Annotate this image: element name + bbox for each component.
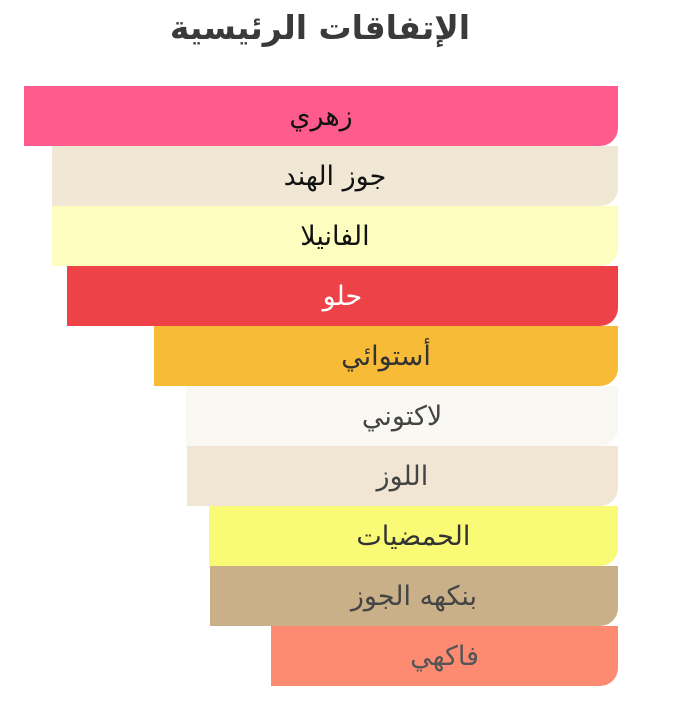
- accord-label: لاكتوني: [361, 400, 443, 432]
- accord-label: فاكهي: [410, 640, 480, 672]
- accord-bar: زهري: [24, 86, 618, 146]
- accord-label: جوز الهند: [283, 160, 387, 192]
- accord-bar: الفانيلا: [51, 206, 618, 266]
- accord-bar: الحمضيات: [208, 506, 618, 566]
- accord-bar: اللوز: [186, 446, 618, 506]
- accord-bar: أستوائي: [154, 326, 618, 386]
- accord-label: أستوائي: [341, 340, 431, 372]
- accord-label: بنكهه الجوز: [350, 580, 478, 612]
- chart-title: الإتفاقات الرئيسية: [169, 8, 471, 47]
- accord-bar: فاكهي: [271, 626, 618, 686]
- accord-label: اللوز: [376, 460, 429, 492]
- accord-label: الفانيلا: [300, 220, 370, 252]
- accord-bar: حلو: [66, 266, 618, 326]
- accord-label: زهري: [289, 100, 353, 132]
- accord-label: الحمضيات: [356, 520, 471, 552]
- accord-bar: جوز الهند: [51, 146, 618, 206]
- accord-bar: لاكتوني: [186, 386, 618, 446]
- accord-bar: بنكهه الجوز: [209, 566, 618, 626]
- accord-label: حلو: [322, 280, 363, 312]
